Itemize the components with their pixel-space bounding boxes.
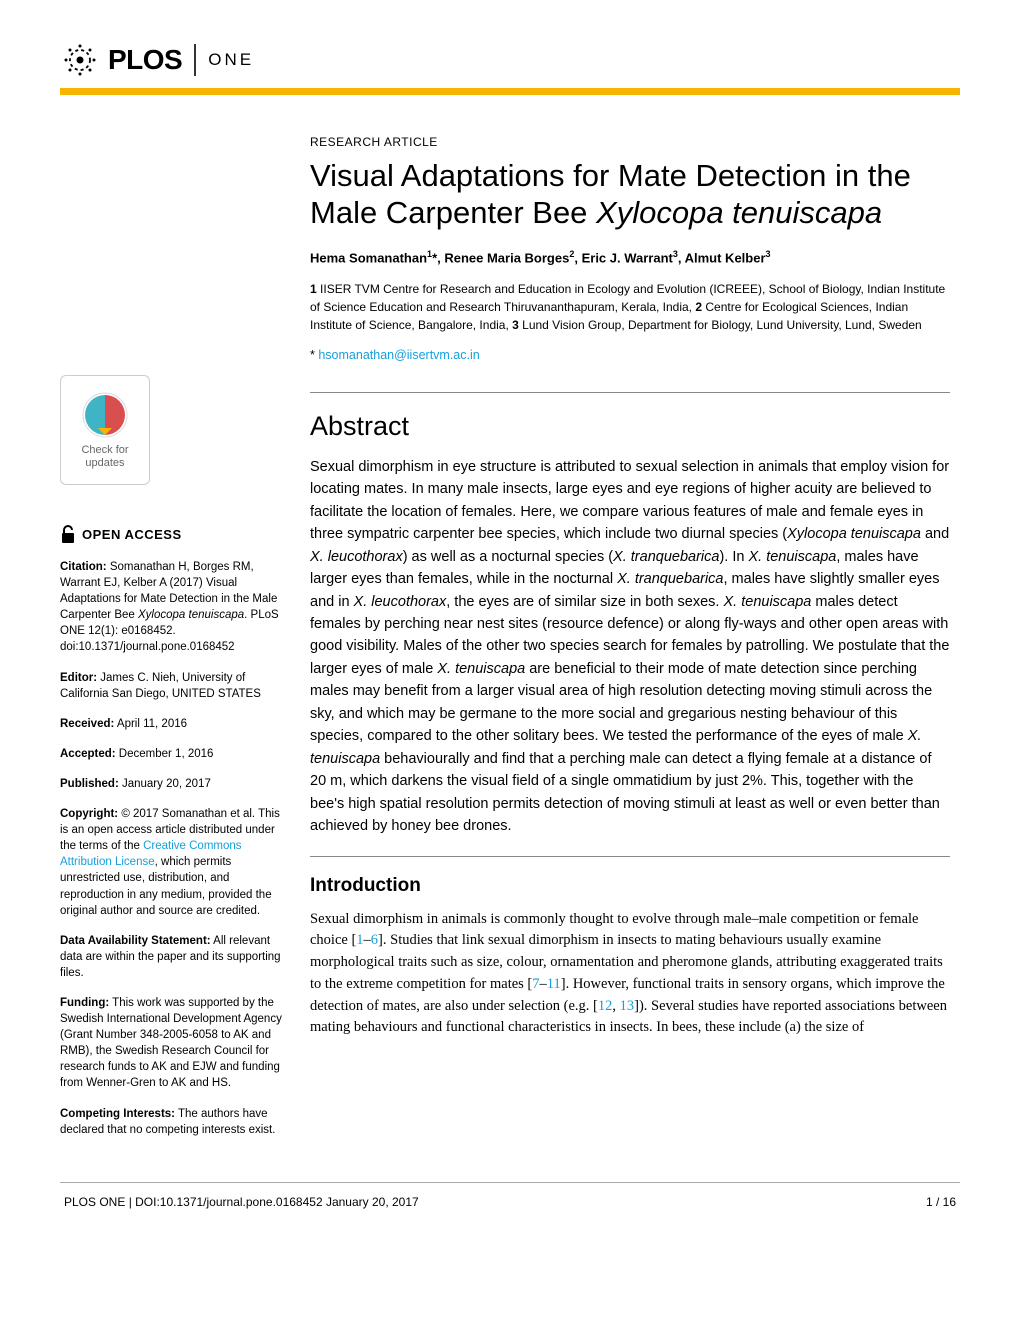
intro-heading: Introduction: [310, 875, 950, 897]
plos-icon: [60, 40, 100, 80]
data-availability-block: Data Availability Statement: All relevan…: [60, 933, 285, 981]
updates-line2: updates: [81, 457, 128, 470]
main-content: RESEARCH ARTICLE Visual Adaptations for …: [310, 135, 960, 1152]
divider: [310, 392, 950, 393]
crossmark-icon: [80, 390, 130, 440]
brand-divider: [194, 44, 196, 76]
brand-sub: ONE: [208, 50, 254, 70]
received-block: Received: April 11, 2016: [60, 716, 285, 732]
funding-block: Funding: This work was supported by the …: [60, 995, 285, 1092]
check-updates-badge[interactable]: Check for updates: [60, 375, 150, 485]
competing-interests-block: Competing Interests: The authors have de…: [60, 1106, 285, 1138]
plos-logo: PLOS: [60, 40, 182, 80]
copyright-block: Copyright: © 2017 Somanathan et al. This…: [60, 806, 285, 919]
divider: [310, 856, 950, 857]
authors: Hema Somanathan1*, Renee Maria Borges2, …: [310, 249, 950, 265]
abstract-text: Sexual dimorphism in eye structure is at…: [310, 456, 950, 838]
article-type: RESEARCH ARTICLE: [310, 135, 950, 149]
footer-divider: [60, 1182, 960, 1183]
footer-right: 1 / 16: [926, 1195, 956, 1209]
sidebar: Check for updates OPEN ACCESS Citation: …: [60, 135, 285, 1152]
page-header: PLOS ONE: [60, 40, 960, 80]
footer-left: PLOS ONE | DOI:10.1371/journal.pone.0168…: [64, 1195, 419, 1209]
accepted-block: Accepted: December 1, 2016: [60, 746, 285, 762]
brand-main: PLOS: [108, 44, 182, 76]
affiliations: 1 IISER TVM Centre for Research and Educ…: [310, 280, 950, 334]
corresponding-email: * hsomanathan@iisertvm.ac.in: [310, 348, 950, 362]
article-title: Visual Adaptations for Mate Detection in…: [310, 157, 950, 231]
email-link[interactable]: hsomanathan@iisertvm.ac.in: [318, 348, 479, 362]
open-access-icon: [60, 525, 76, 545]
citation-block: Citation: Somanathan H, Borges RM, Warra…: [60, 559, 285, 656]
updates-line1: Check for: [81, 444, 128, 457]
page-footer: PLOS ONE | DOI:10.1371/journal.pone.0168…: [60, 1195, 960, 1209]
open-access-label: OPEN ACCESS: [82, 526, 182, 544]
open-access: OPEN ACCESS: [60, 525, 285, 545]
intro-text: Sexual dimorphism in animals is commonly…: [310, 909, 950, 1040]
editor-block: Editor: James C. Nieh, University of Cal…: [60, 670, 285, 702]
accent-bar: [60, 88, 960, 95]
published-block: Published: January 20, 2017: [60, 776, 285, 792]
abstract-heading: Abstract: [310, 411, 950, 442]
